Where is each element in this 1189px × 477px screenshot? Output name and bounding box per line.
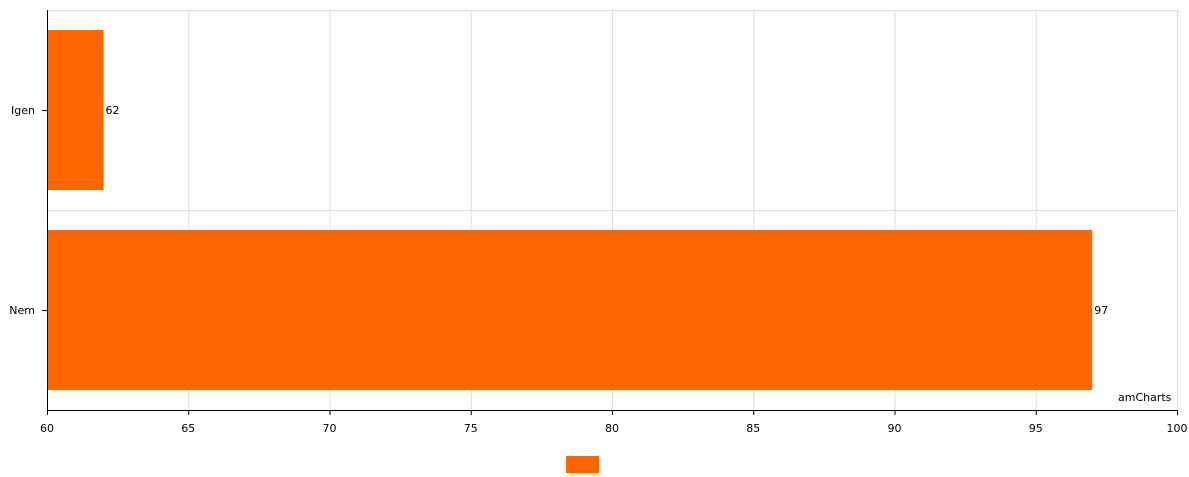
x-tick-label: 75 — [464, 422, 478, 435]
grid — [47, 10, 1178, 410]
data-label: 97 — [1094, 304, 1108, 317]
x-tick-label: 65 — [181, 422, 195, 435]
x-tick-label: 85 — [746, 422, 760, 435]
bar-nem — [47, 230, 1093, 390]
x-tick-label: 95 — [1029, 422, 1043, 435]
category-label: Nem — [9, 304, 35, 317]
category-label: Igen — [11, 104, 35, 117]
axes — [42, 10, 1178, 415]
labels: 60 65 70 75 80 85 90 95 100 Igen 62 Nem 97 — [9, 104, 1187, 435]
bar-igen — [47, 30, 104, 190]
x-tick-label: 90 — [888, 422, 902, 435]
x-tick-label: 100 — [1167, 422, 1188, 435]
x-tick-label: 70 — [323, 422, 337, 435]
bars — [47, 30, 1093, 390]
x-tick-label: 60 — [40, 422, 54, 435]
legend — [566, 456, 599, 473]
legend-swatch[interactable] — [566, 456, 599, 473]
x-tick-label: 80 — [605, 422, 619, 435]
data-label: 62 — [106, 104, 120, 117]
amcharts-credit-link[interactable]: amCharts — [1118, 391, 1172, 404]
